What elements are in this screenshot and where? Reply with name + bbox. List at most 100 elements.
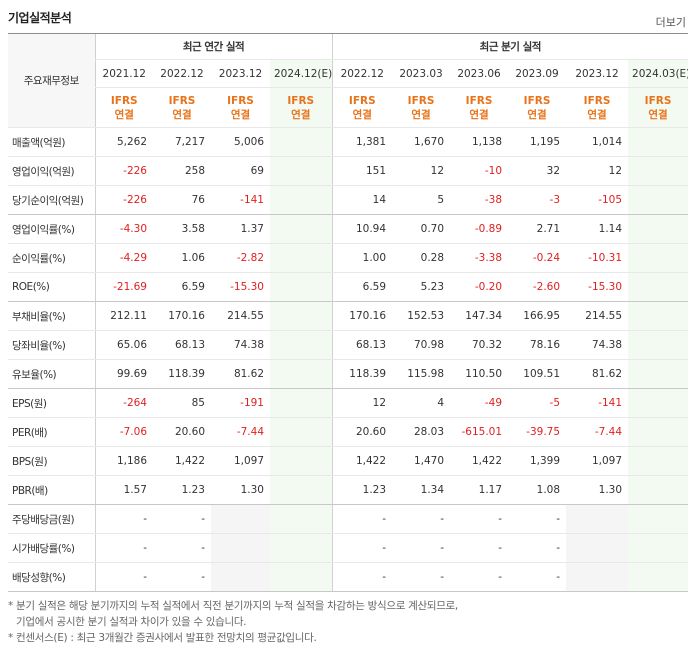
basis-cell: IFRS 연결 [628,87,689,128]
data-row: 매출액(억원) 5,262 7,217 5,006 1,381 1,670 1,138 1,1… [8,127,689,157]
value-cell: 85 [153,388,211,418]
value-cell: 14 [331,185,393,215]
value-cell: 7,217 [153,127,211,157]
value-cell: 1.37 [211,214,270,244]
empty-cell [566,533,629,563]
row-label: 배당성향(%) [8,562,95,592]
value-cell: - [508,533,567,563]
value-cell: 78.16 [508,330,567,360]
value-cell: 115.98 [392,359,451,389]
value-cell: -38 [450,185,509,215]
value-cell: -21.69 [94,272,153,302]
empty-cell [566,504,629,534]
value-cell: -2.60 [508,272,567,302]
row-label: 시가배당률(%) [8,533,95,563]
value-cell: 170.16 [153,301,211,331]
value-cell: 214.55 [566,301,629,331]
value-cell: 118.39 [331,359,393,389]
period: 2023.09 [508,59,567,88]
row-label: 순이익률(%) [8,243,95,273]
row-label: 당기순이익(억원) [8,185,95,215]
value-cell: 2.71 [508,214,567,244]
basis: IFRS [110,94,138,107]
value-cell: -49 [450,388,509,418]
basis: IFRS [227,94,254,107]
value-cell: 1,670 [392,127,451,157]
scope: 연결 [114,108,134,121]
data-row: 시가배당률(%) - - - - - - [8,533,689,563]
more-link[interactable]: 더보기 [655,16,686,29]
scope: 연결 [172,108,192,121]
value-cell: 170.16 [331,301,393,331]
note: * 분기 실적은 해당 분기까지의 누적 실적에서 직전 분기까지의 누적 실적… [8,600,458,612]
value-cell: 12 [331,388,393,418]
value-cell: 1,014 [566,127,629,157]
empty-cell [270,562,333,592]
value-cell: 6.59 [331,272,393,302]
value-cell: 10.94 [331,214,393,244]
empty-cell [628,504,689,534]
value-cell: 1,422 [450,446,509,476]
basis: IFRS [583,94,611,107]
basis-cell: IFRS 연결 [508,87,567,128]
empty-cell [270,417,333,447]
row-label: 주당배당금(원) [8,504,95,534]
value-cell: - [153,533,211,563]
basis: IFRS [168,94,196,107]
value-cell: 1,381 [331,127,393,157]
period-row: 2021.12 2022.12 2023.12 2024.12(E) 2022.12 20… [8,59,689,88]
value-cell: -3.38 [450,243,509,273]
row-label: ROE(%) [8,272,95,302]
value-cell: 166.95 [508,301,567,331]
table-body: 매출액(억원) 5,262 7,217 5,006 1,381 1,670 1,138 1,1… [8,127,689,592]
empty-cell [628,185,689,215]
value-cell: - [392,533,451,563]
value-cell: - [153,504,211,534]
period: 2024.03(E) [628,59,689,88]
empty-cell [628,156,689,186]
value-cell: -615.01 [450,417,509,447]
value-cell: 1,422 [331,446,393,476]
value-cell: - [153,562,211,592]
basis: IFRS [348,94,376,107]
data-row: 영업이익률(%) -4.30 3.58 1.37 10.94 0.70 -0.89 2.71 1… [8,214,689,244]
value-cell: 81.62 [566,359,629,389]
period: 2024.12(E) [270,59,333,88]
empty-cell [628,417,689,447]
empty-cell [628,533,689,563]
value-cell: 1,470 [392,446,451,476]
row-label: 유보율(%) [8,359,95,389]
value-cell: 109.51 [508,359,567,389]
value-cell: -15.30 [211,272,270,302]
value-cell: -7.44 [566,417,629,447]
value-cell: -0.24 [508,243,567,273]
period: 2021.12 [94,59,153,88]
value-cell: 1.00 [331,243,393,273]
empty-cell [270,127,333,157]
data-row: 순이익률(%) -4.29 1.06 -2.82 1.00 0.28 -3.38 -0.24-… [8,243,689,273]
empty-cell [270,214,333,244]
empty-cell [270,504,333,534]
value-cell: 28.03 [392,417,451,447]
scope: 연결 [469,108,489,121]
data-row: EPS(원) -264 85 -191 12 4 -49 -5 -141 [8,388,689,418]
value-cell: 1.23 [153,475,211,505]
empty-cell [270,185,333,215]
scope: 연결 [230,108,251,121]
basis-cell: IFRS 연결 [331,87,393,128]
basis-cell: IFRS 연결 [153,87,211,128]
value-cell: 214.55 [211,301,270,331]
scope: 연결 [648,108,668,121]
value-cell: 3.58 [153,214,211,244]
value-cell: 1.08 [508,475,567,505]
value-cell: -191 [211,388,270,418]
value-cell: 258 [153,156,211,186]
value-cell: 4 [392,388,451,418]
value-cell: 5,262 [94,127,153,157]
value-cell: -5 [508,388,567,418]
scope: 연결 [352,108,372,121]
empty-cell [566,562,629,592]
value-cell: 69 [211,156,270,186]
basis-cell: IFRS 연결 [270,87,333,128]
empty-cell [270,359,333,389]
